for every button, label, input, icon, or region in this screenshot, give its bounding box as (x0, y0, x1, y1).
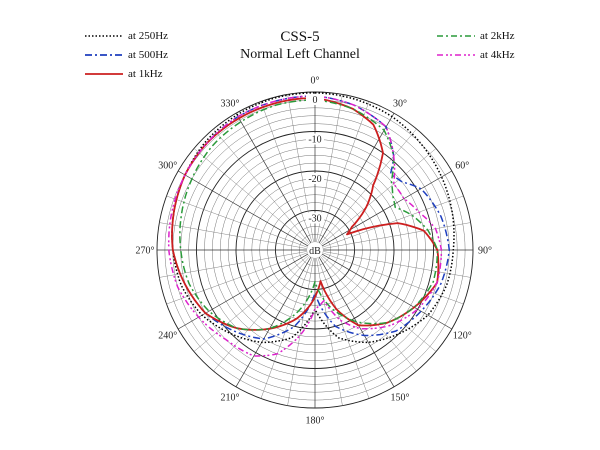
grid-spoke (320, 254, 437, 352)
grid-spoke (287, 257, 314, 406)
radial-label-bg (306, 94, 324, 105)
angle-tick-label: 120° (453, 331, 472, 342)
grid-spoke (213, 128, 311, 245)
angle-tick-label: 0° (311, 76, 320, 87)
grid-spoke (318, 112, 395, 244)
grid-spoke (159, 251, 308, 278)
grid-spoke (317, 101, 370, 243)
grid-spoke (213, 255, 311, 372)
angle-tick-label: 330° (221, 98, 240, 109)
legend-item-1khz: at 1kHz (85, 64, 168, 83)
radial-label-bg (306, 133, 324, 145)
radial-unit-label: dB (309, 246, 321, 257)
radial-label-bg (306, 212, 324, 224)
grid-spoke (322, 251, 471, 278)
angle-tick-label: 180° (306, 416, 325, 427)
angle-tick-label: 150° (391, 393, 410, 404)
grid-spoke (319, 128, 417, 245)
series-curve-4khz (167, 95, 443, 357)
legend-label-1khz: at 1kHz (128, 67, 163, 80)
radial-label-bg (306, 173, 324, 184)
legend-swatch-4khz (437, 53, 475, 56)
grid-spoke (193, 148, 310, 246)
grid-spoke (235, 256, 312, 388)
grid-spoke (322, 252, 464, 305)
legend-label-500hz: at 500Hz (128, 48, 169, 61)
grid-spoke (321, 253, 453, 330)
chart-title: CSS-5 (280, 29, 320, 45)
polar-labels: 0° 30° 60° 90° 120° 150° 180° 210° 240° 270° 300° 3… (136, 76, 493, 427)
angle-tick-label: 240° (158, 331, 177, 342)
legend-swatch-2khz (437, 34, 475, 37)
polar-grid (156, 91, 474, 409)
grid-spoke (177, 253, 309, 330)
grid-spoke (321, 170, 453, 247)
series-curve-2khz (179, 99, 439, 331)
legend-item-250hz: at 250Hz (85, 26, 168, 45)
grid-spoke (166, 195, 308, 248)
radial-tick-label: -30 (308, 214, 321, 225)
legend-left: at 250Hz at 500Hz at 1kHz (85, 26, 168, 83)
legend-label-250hz: at 250Hz (128, 29, 169, 42)
angle-tick-label: 300° (158, 161, 177, 172)
grid-spoke (159, 222, 308, 249)
grid-spoke (322, 222, 471, 249)
angle-tick-label: 30° (393, 98, 407, 109)
center-label-bg (307, 242, 323, 258)
legend-label-4khz: at 4kHz (480, 48, 515, 61)
grid-spoke (320, 148, 437, 246)
grid-spoke (260, 101, 313, 243)
angle-tick-label: 90° (478, 246, 492, 257)
series-curve-1khz (171, 97, 440, 331)
legend-item-2khz: at 2kHz (437, 26, 515, 45)
legend-right: at 2kHz at 4kHz (437, 26, 515, 64)
grid-spoke (322, 195, 464, 248)
legend-swatch-250hz (85, 34, 123, 37)
legend-item-500hz: at 500Hz (85, 45, 168, 64)
angle-tick-label: 270° (136, 246, 155, 257)
radial-tick-label: -10 (308, 135, 321, 146)
grid-spoke (319, 255, 417, 372)
legend-item-4khz: at 4kHz (437, 45, 515, 64)
grid-spoke (193, 254, 310, 352)
polar-curves (167, 92, 455, 357)
legend-label-2khz: at 2kHz (480, 29, 515, 42)
grid-spoke (317, 257, 370, 399)
grid-spoke (235, 112, 312, 244)
grid-spoke (166, 252, 308, 305)
grid-spoke (260, 257, 313, 399)
angle-tick-label: 60° (455, 161, 469, 172)
radial-tick-label: -20 (308, 174, 321, 185)
legend-swatch-1khz (85, 72, 123, 75)
chart-subtitle: Normal Left Channel (240, 47, 360, 62)
legend-swatch-500hz (85, 53, 123, 56)
radial-tick-label: 0 (313, 95, 318, 106)
angle-tick-label: 210° (221, 393, 240, 404)
grid-spoke (177, 170, 309, 247)
